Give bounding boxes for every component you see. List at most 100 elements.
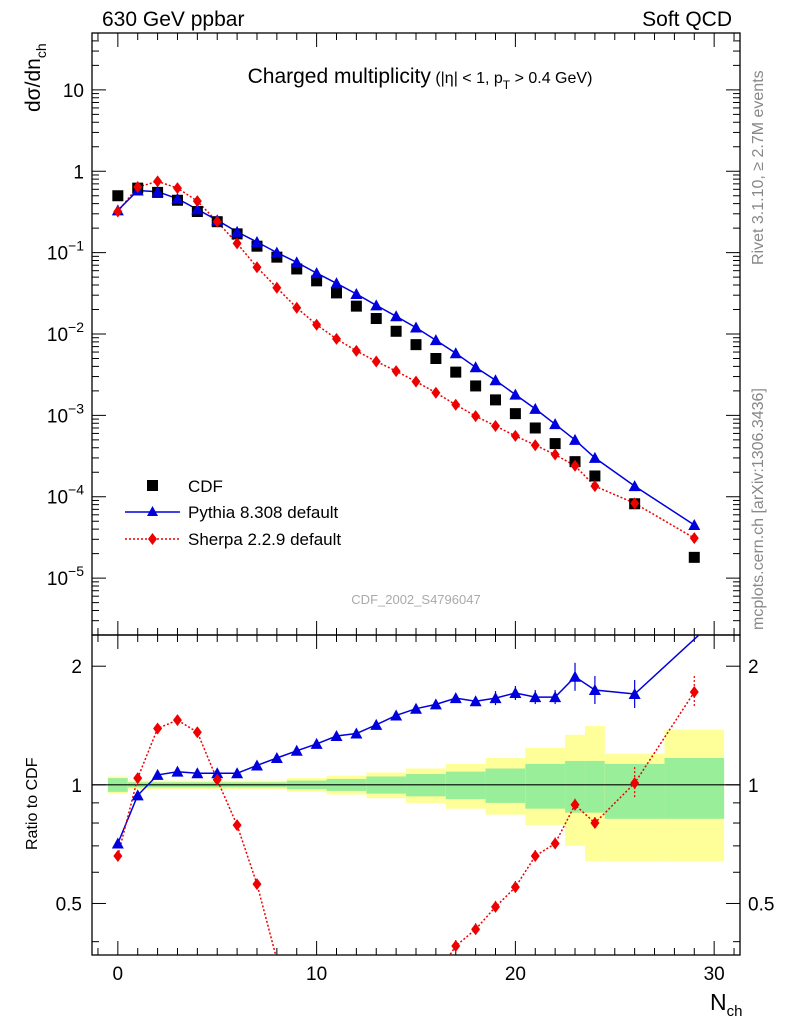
ratio-pythia-point: [211, 767, 224, 779]
ratio-y-tick-label-left: 2: [71, 657, 82, 678]
pythia-point: [489, 374, 502, 386]
pythia-point: [151, 185, 164, 197]
cdf-point: [549, 438, 561, 450]
sherpa-point: [232, 237, 242, 250]
main-y-tick-mantissa: 1: [73, 162, 84, 183]
main-y-tick-mantissa: 10: [47, 569, 68, 590]
sherpa-point: [550, 448, 560, 461]
ratio-sherpa-point: [570, 798, 580, 811]
chart-title-subsub: T: [503, 78, 511, 92]
x-axis-label-sub: ch: [727, 1003, 743, 1020]
main-y-tick-exponent: −5: [68, 563, 84, 579]
pythia-point: [231, 225, 244, 237]
ratio-pythia-point: [330, 730, 343, 742]
cdf-point: [688, 551, 700, 563]
sherpa-point: [510, 429, 520, 442]
pythia-point: [390, 310, 403, 322]
ratio-y-tick-label-left: 0.5: [56, 894, 82, 915]
sherpa-point: [530, 439, 540, 452]
ratio-pythia-point: [290, 744, 303, 756]
ratio-band-inner-7: [485, 768, 526, 803]
sherpa-point: [312, 318, 322, 331]
sherpa-point: [630, 497, 640, 510]
main-y-tick-mantissa: 10: [47, 488, 68, 509]
sherpa-point: [471, 410, 481, 423]
main-y-tick-label: 10−4: [47, 482, 84, 509]
ratio-y-tick-label-left: 1: [71, 776, 82, 797]
pythia-point: [330, 277, 343, 289]
ratio-sherpa-point: [212, 773, 222, 786]
main-y-tick-label: 10−3: [47, 400, 84, 427]
cdf-point: [311, 275, 323, 287]
analysis-watermark: CDF_2002_S4796047: [351, 592, 480, 607]
pythia-point: [529, 402, 542, 414]
main-y-label-sub: ch: [33, 43, 49, 58]
ratio-pythia-point: [588, 684, 601, 696]
legend-sherpa-marker: [148, 533, 157, 545]
pythia-point: [449, 347, 462, 359]
legend-pythia-label: Pythia 8.308 default: [188, 503, 339, 522]
ratio-sherpa-point: [133, 772, 143, 785]
main-y-tick-mantissa: 10: [47, 244, 68, 265]
main-y-label: dσ/dnch: [22, 43, 49, 112]
ratio-pythia-point: [131, 789, 144, 801]
ratio-pythia-point: [509, 687, 522, 699]
cdf-point: [330, 287, 342, 299]
legend: CDF Pythia 8.308 default Sherpa 2.2.9 de…: [125, 477, 341, 549]
sherpa-point: [411, 375, 421, 388]
main-y-tick-exponent: −1: [68, 238, 84, 254]
ratio-series-layer: [111, 635, 700, 955]
main-y-tick-mantissa: 10: [63, 81, 84, 102]
sherpa-point: [570, 459, 580, 472]
cdf-point: [410, 339, 422, 351]
pythia-point: [310, 267, 323, 279]
ratio-sherpa-point: [471, 923, 481, 936]
x-axis-label: Nch: [710, 989, 742, 1020]
ratio-sherpa-point: [192, 726, 202, 739]
ratio-sherpa-point: [451, 939, 461, 952]
main-series-layer: [111, 175, 701, 563]
pythia-point: [588, 451, 601, 463]
ratio-pythia-point: [250, 759, 263, 771]
ratio-pythia-point: [191, 767, 204, 779]
x-axis-label-text: N: [710, 989, 727, 1015]
pythia-point: [370, 299, 383, 311]
ratio-pythia-point: [489, 692, 502, 704]
ratio-y-tick-label-right: 1: [748, 776, 759, 797]
cdf-point: [529, 422, 541, 434]
ratio-pythia-point: [529, 691, 542, 703]
pythia-point: [569, 433, 582, 445]
ratio-sherpa-point: [689, 686, 699, 699]
sherpa-point: [272, 281, 282, 294]
pythia-point: [350, 288, 363, 300]
main-y-tick-exponent: −2: [68, 319, 84, 335]
ratio-y-label: Ratio to CDF: [24, 757, 41, 850]
cdf-point: [291, 263, 303, 275]
cdf-point: [390, 325, 402, 337]
ratio-band-inner-8: [525, 763, 566, 809]
main-y-tick-label: 10: [63, 81, 84, 102]
main-y-tick-label: 10−2: [47, 319, 84, 346]
ratio-pythia-point: [111, 837, 124, 849]
main-y-tick-mantissa: 10: [47, 406, 68, 427]
sherpa-point: [491, 420, 501, 433]
ratio-pythia-point: [569, 670, 582, 682]
sherpa-point: [371, 355, 381, 368]
sherpa-point: [153, 175, 163, 188]
sherpa-point: [212, 215, 222, 228]
ratio-pythia-point: [171, 765, 184, 777]
sherpa-point: [192, 195, 202, 208]
ratio-band-inner-12: [664, 757, 725, 819]
ratio-sherpa-point: [172, 714, 182, 727]
ratio-pythia-point: [370, 718, 383, 730]
ratio-pythia-point: [549, 691, 562, 703]
ratio-sherpa-point: [590, 817, 600, 830]
pythia-point: [290, 256, 303, 268]
main-y-tick-label: 10−1: [47, 238, 84, 265]
x-tick-label: 10: [306, 964, 327, 985]
header-right: Soft QCD: [642, 8, 732, 31]
cdf-point: [430, 352, 442, 364]
ratio-pythia-point: [449, 692, 462, 704]
pythia-point: [509, 388, 522, 400]
